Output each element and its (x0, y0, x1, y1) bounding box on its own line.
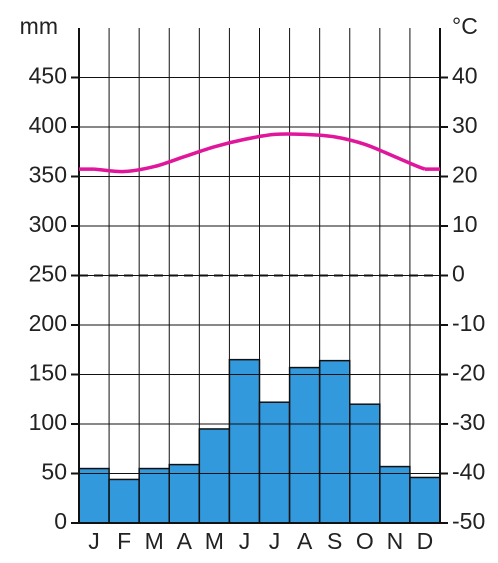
bar (318, 359, 351, 524)
x-tick-label: S (327, 528, 342, 554)
y-tick-label: 400 (29, 112, 67, 138)
y-tick-label: 300 (29, 211, 67, 237)
bar (258, 401, 291, 524)
y2-tick-label: 40 (452, 63, 478, 89)
bar (198, 428, 231, 524)
bar (228, 358, 261, 524)
y2-tick-label: 20 (452, 162, 478, 188)
y2-tick-label: -40 (452, 459, 485, 485)
bar (349, 403, 381, 524)
x-tick-label: M (205, 528, 224, 554)
y2-tick-label: 0 (452, 261, 465, 287)
bar (379, 465, 411, 524)
x-tick-label: N (387, 528, 404, 554)
y2-axis-label: °C (452, 13, 478, 39)
x-tick-label: J (239, 528, 251, 554)
bar (78, 467, 110, 524)
y-tick-label: 450 (29, 63, 67, 89)
y2-tick-label: -30 (452, 409, 485, 435)
x-tick-label: M (145, 528, 164, 554)
x-tick-label: D (417, 528, 434, 554)
bar (409, 476, 441, 524)
y2-tick-label: -10 (452, 310, 485, 336)
y2-tick-label: -50 (452, 508, 485, 534)
y-tick-label: 0 (54, 508, 67, 534)
y2-tick-label: 10 (452, 211, 478, 237)
y-tick-label: 50 (41, 459, 67, 485)
y-tick-label: 350 (29, 162, 67, 188)
bar (108, 478, 140, 524)
x-tick-label: F (117, 528, 131, 554)
x-tick-label: J (88, 528, 100, 554)
x-tick-label: A (177, 528, 193, 554)
y-tick-label: 150 (29, 360, 67, 386)
y-tick-label: 100 (29, 409, 67, 435)
y-axis-label: mm (20, 13, 58, 39)
bar (288, 366, 321, 524)
y-tick-label: 250 (29, 261, 67, 287)
y2-tick-label: -20 (452, 360, 485, 386)
x-tick-label: O (356, 528, 374, 554)
temperature-line (93, 132, 426, 174)
y2-tick-label: 30 (452, 112, 478, 138)
bar (138, 467, 171, 524)
x-tick-label: A (297, 528, 313, 554)
x-tick-label: J (269, 528, 281, 554)
y-tick-label: 200 (29, 310, 67, 336)
